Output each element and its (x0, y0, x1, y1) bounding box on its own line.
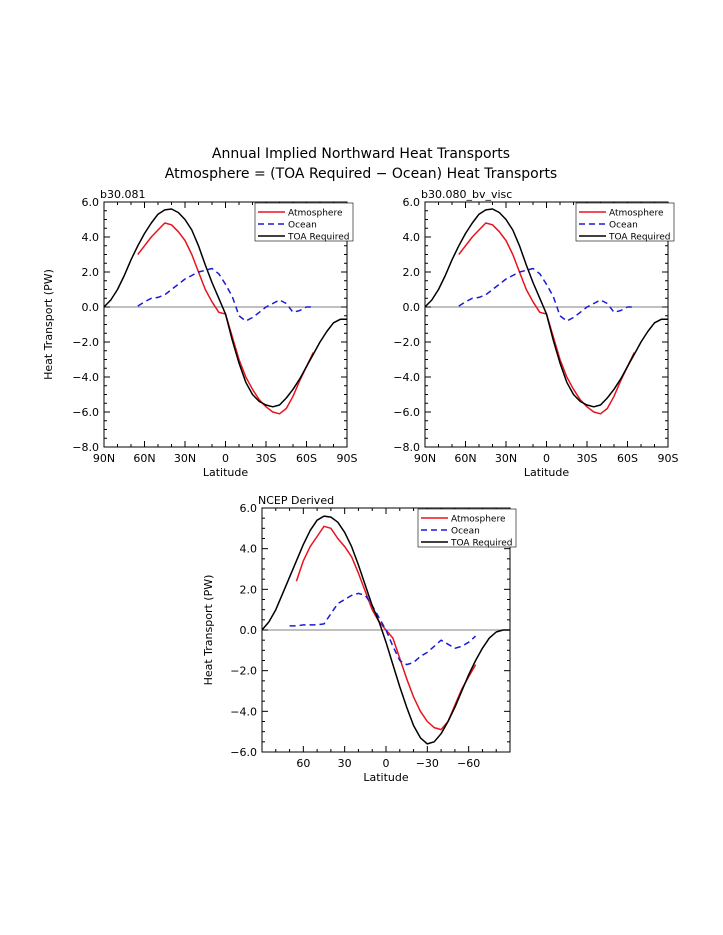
y-tick-label: 2.0 (240, 583, 258, 596)
legend-box (575, 202, 675, 242)
y-tick-label: 0.0 (403, 301, 421, 314)
legend-label: Ocean (451, 527, 480, 537)
x-tick-label: 60N (454, 452, 476, 465)
y-tick-label: 2.0 (403, 266, 421, 279)
x-tick-label: 60S (296, 452, 317, 465)
y-tick-label: 6.0 (82, 196, 100, 209)
series-line-toa-required (103, 208, 347, 408)
series-line-toa-required (261, 515, 510, 745)
legend-label: Ocean (609, 221, 638, 231)
figure-title-line2: Atmosphere = (TOA Required − Ocean) Heat… (165, 166, 557, 182)
y-tick-label: 4.0 (82, 231, 100, 244)
series-line-ocean (289, 592, 477, 666)
x-tick-label: −30 (416, 757, 439, 770)
x-tick-label: 60 (296, 757, 310, 770)
series-line-atmosphere (295, 525, 477, 731)
y-tick-label: −6.0 (72, 406, 99, 419)
x-tick-label: 90N (414, 452, 436, 465)
x-tick-label: 30N (495, 452, 517, 465)
x-tick-label: 30N (174, 452, 196, 465)
legend-label: Ocean (288, 221, 317, 231)
legend-box (417, 508, 517, 548)
figure-title-line1: Annual Implied Northward Heat Transports (212, 146, 510, 162)
x-tick-label: 0 (543, 452, 550, 465)
legend-label: TOA Required (287, 233, 350, 243)
y-axis-label: Heat Transport (PW) (42, 269, 55, 380)
y-tick-label: −4.0 (72, 371, 99, 384)
y-tick-label: −2.0 (230, 665, 257, 678)
panel-title: b30.081 (100, 188, 145, 201)
y-tick-label: 2.0 (82, 266, 100, 279)
x-tick-label: 90N (93, 452, 115, 465)
y-axis-label: Heat Transport (PW) (202, 575, 215, 686)
series-line-atmosphere (137, 222, 314, 415)
y-tick-label: −8.0 (393, 441, 420, 454)
legend-box (254, 202, 354, 242)
legend-label: Atmosphere (609, 209, 664, 219)
y-tick-label: 4.0 (240, 543, 258, 556)
x-axis-label: Latitude (363, 771, 409, 784)
series-line-toa-required (424, 208, 668, 408)
y-tick-label: −6.0 (230, 746, 257, 759)
legend-label: TOA Required (450, 539, 513, 549)
y-tick-label: 4.0 (403, 231, 421, 244)
x-tick-label: 30 (338, 757, 352, 770)
y-tick-label: −2.0 (72, 336, 99, 349)
legend-label: TOA Required (608, 233, 671, 243)
x-axis-label: Latitude (524, 466, 570, 479)
x-axis-label: Latitude (203, 466, 249, 479)
x-tick-label: 90S (337, 452, 358, 465)
y-tick-label: 0.0 (240, 624, 258, 637)
y-tick-label: 6.0 (403, 196, 421, 209)
x-tick-label: 0 (222, 452, 229, 465)
y-tick-label: −6.0 (393, 406, 420, 419)
x-tick-label: 30S (256, 452, 277, 465)
legend-label: Atmosphere (451, 515, 506, 525)
y-tick-label: −4.0 (393, 371, 420, 384)
series-line-ocean (458, 267, 635, 322)
x-tick-label: 30S (577, 452, 598, 465)
y-tick-label: 6.0 (240, 502, 258, 515)
x-tick-label: 0 (383, 757, 390, 770)
legend-label: Atmosphere (288, 209, 343, 219)
series-line-atmosphere (458, 222, 635, 415)
x-tick-label: 60N (133, 452, 155, 465)
y-tick-label: 0.0 (82, 301, 100, 314)
y-tick-label: −2.0 (393, 336, 420, 349)
y-tick-label: −8.0 (72, 441, 99, 454)
series-line-ocean (137, 267, 314, 322)
x-tick-label: 60S (617, 452, 638, 465)
x-tick-label: 90S (658, 452, 679, 465)
panel-title: b30.080_bv_visc (421, 188, 512, 201)
panel-title: NCEP Derived (258, 494, 334, 507)
x-tick-label: −60 (457, 757, 480, 770)
y-tick-label: −4.0 (230, 705, 257, 718)
